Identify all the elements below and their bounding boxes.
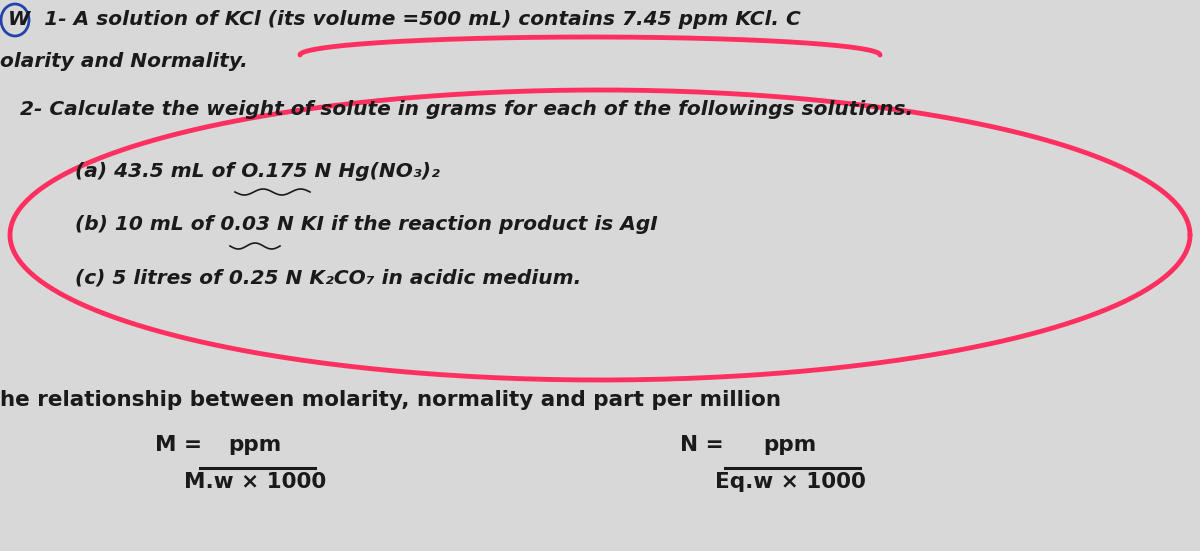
Text: ppm: ppm [228,435,282,455]
Text: W  1- A solution of KCl (its volume =500 mL) contains 7.45 ppm KCl. C: W 1- A solution of KCl (its volume =500 … [8,10,800,29]
Text: N =: N = [680,435,724,455]
Text: Eq.w × 1000: Eq.w × 1000 [714,472,865,492]
Text: olarity and Normality.: olarity and Normality. [0,52,247,71]
Text: (b) 10 mL of 0.03 N KI if the reaction product is AgI: (b) 10 mL of 0.03 N KI if the reaction p… [74,215,658,234]
Text: ppm: ppm [763,435,817,455]
Text: (c) 5 litres of 0.25 N K₂CO₇ in acidic medium.: (c) 5 litres of 0.25 N K₂CO₇ in acidic m… [74,268,581,287]
Text: M.w × 1000: M.w × 1000 [184,472,326,492]
Text: he relationship between molarity, normality and part per million: he relationship between molarity, normal… [0,390,781,410]
Text: M =: M = [155,435,202,455]
Text: (a) 43.5 mL of O.175 N Hg(NO₃)₂: (a) 43.5 mL of O.175 N Hg(NO₃)₂ [74,162,440,181]
Text: 2- Calculate the weight of solute in grams for each of the followings solutions.: 2- Calculate the weight of solute in gra… [20,100,913,119]
